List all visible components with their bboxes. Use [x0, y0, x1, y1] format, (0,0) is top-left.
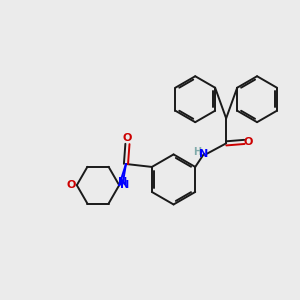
- Text: O: O: [244, 137, 253, 147]
- Text: N: N: [120, 180, 129, 190]
- Text: O: O: [123, 133, 132, 143]
- Text: O: O: [67, 180, 76, 190]
- Text: H: H: [194, 147, 202, 157]
- Text: N: N: [200, 149, 209, 159]
- Text: N: N: [118, 177, 128, 187]
